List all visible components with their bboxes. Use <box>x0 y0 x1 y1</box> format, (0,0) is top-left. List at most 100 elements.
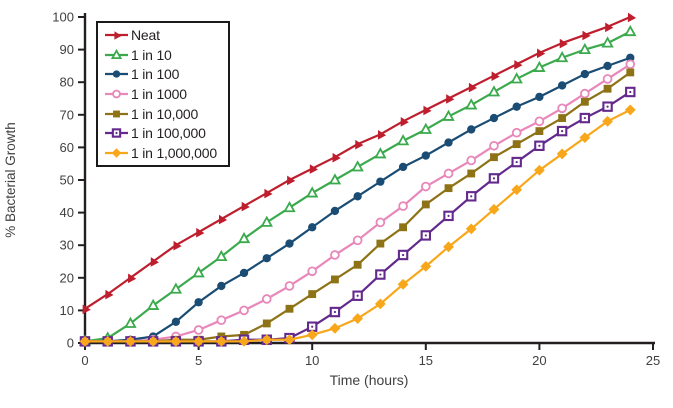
data-point-marker <box>443 168 454 179</box>
x-tick-label: 10 <box>305 353 319 368</box>
data-point-marker <box>533 60 546 72</box>
data-point-marker <box>194 298 203 307</box>
data-point-marker <box>396 134 410 146</box>
data-point-marker <box>467 169 476 178</box>
legend-label: 1 in 1,000,000 <box>131 144 217 161</box>
data-point-marker <box>351 160 364 172</box>
legend-marker-1-in-10-icon <box>105 48 128 59</box>
data-point-marker <box>535 127 544 136</box>
legend-marker-1-in-10000-icon <box>105 110 128 118</box>
data-point-marker <box>625 59 636 70</box>
legend-label: 1 in 100 <box>131 66 180 83</box>
data-point-marker <box>352 235 363 246</box>
data-point-marker <box>446 94 455 104</box>
legend-marker-1-in-100000-icon <box>105 128 128 138</box>
legend: Neat 1 in 10 1 in 100 1 in 1000 1 in 10,… <box>96 21 230 167</box>
y-axis-label: % Bacterial Growth <box>3 122 18 238</box>
data-point-marker <box>262 319 271 328</box>
data-point-marker <box>558 114 567 122</box>
series-neat <box>82 12 637 315</box>
data-point-marker <box>329 306 341 318</box>
data-point-marker <box>215 249 228 262</box>
data-point-marker <box>602 101 613 112</box>
data-point-marker <box>511 156 522 168</box>
data-point-marker <box>465 98 478 110</box>
data-point-marker <box>124 316 137 328</box>
y-tick-label: 100 <box>52 10 74 25</box>
legend-label: Neat <box>131 26 160 43</box>
data-point-marker <box>330 250 340 260</box>
x-tick-label: 25 <box>646 353 660 368</box>
data-point-marker <box>352 290 363 301</box>
data-point-marker <box>352 313 364 324</box>
data-point-marker <box>173 240 182 251</box>
data-point-marker <box>535 92 544 102</box>
data-point-marker <box>627 12 637 23</box>
y-tick-label: 20 <box>60 270 74 285</box>
data-point-marker <box>444 184 453 193</box>
data-point-marker <box>512 140 521 149</box>
data-point-marker <box>111 128 122 138</box>
data-point-marker <box>171 317 181 326</box>
data-point-marker <box>285 304 294 313</box>
data-point-marker <box>353 260 362 269</box>
data-point-marker <box>309 164 318 174</box>
data-point-marker <box>467 125 476 134</box>
data-point-marker <box>578 42 592 55</box>
y-tick-label: 70 <box>60 107 74 122</box>
data-point-marker <box>491 71 500 81</box>
data-point-marker <box>284 281 295 291</box>
legend-item-1-in-1000: 1 in 1000 <box>103 84 217 104</box>
data-point-marker <box>114 31 122 40</box>
x-axis-label: Time (hours) <box>330 372 409 388</box>
x-tick-label: 20 <box>532 353 546 368</box>
legend-marker-1-in-100-icon <box>105 70 128 78</box>
data-point-marker <box>400 116 409 127</box>
data-point-marker <box>239 268 249 278</box>
x-tick-label: 0 <box>81 353 88 368</box>
data-point-marker <box>113 110 120 118</box>
data-point-marker <box>601 36 614 48</box>
legend-label: 1 in 10 <box>131 46 172 63</box>
data-point-marker <box>512 102 521 111</box>
data-point-marker <box>353 192 362 201</box>
data-point-marker <box>110 48 123 59</box>
data-point-marker <box>602 74 613 84</box>
data-point-marker <box>419 122 432 134</box>
data-point-marker <box>556 125 568 137</box>
y-tick-label: 40 <box>60 205 74 220</box>
data-point-marker <box>624 24 637 37</box>
data-point-marker <box>398 162 408 172</box>
data-point-marker <box>150 257 159 267</box>
data-point-marker <box>510 72 523 84</box>
data-point-marker <box>375 217 386 228</box>
data-point-marker <box>579 112 591 124</box>
y-tick-label: 60 <box>60 140 74 155</box>
data-point-marker <box>511 127 522 138</box>
data-point-marker <box>397 249 409 261</box>
legend-marker-neat-icon <box>105 31 128 40</box>
legend-item-neat: Neat <box>103 25 217 45</box>
data-point-marker <box>420 181 431 192</box>
data-point-marker <box>421 200 430 209</box>
data-point-marker <box>536 48 546 59</box>
y-tick-label: 0 <box>67 336 74 351</box>
data-point-marker <box>399 223 407 232</box>
data-point-marker <box>420 230 432 241</box>
data-point-marker <box>146 298 160 310</box>
data-point-marker <box>557 103 567 114</box>
data-point-marker <box>442 109 455 121</box>
data-point-marker <box>580 69 590 79</box>
data-point-marker <box>355 139 364 150</box>
legend-marker-1-in-1000000-icon <box>105 148 128 158</box>
data-point-marker <box>625 86 636 98</box>
y-tick-label: 30 <box>60 238 74 253</box>
data-point-marker <box>423 105 432 116</box>
data-point-marker <box>421 151 430 160</box>
y-tick-label: 50 <box>60 173 74 188</box>
data-point-marker <box>466 191 477 202</box>
data-point-marker <box>169 282 183 294</box>
data-point-marker <box>285 239 294 248</box>
data-point-marker <box>307 266 318 277</box>
